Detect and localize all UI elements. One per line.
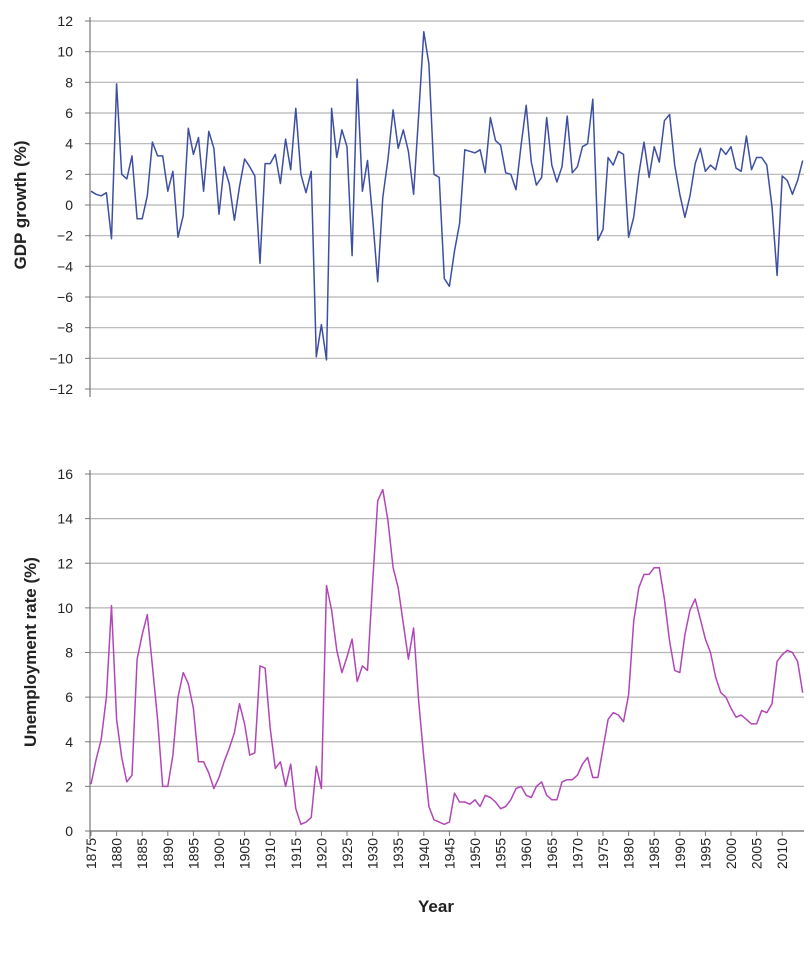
x-tick-label: 1950 [467, 838, 483, 869]
gdp-y-tick-label: −4 [57, 258, 73, 274]
gdp-y-tick-label: 4 [65, 136, 73, 152]
gdp-y-tick-label: −10 [49, 350, 73, 366]
gdp-y-tick-label: −2 [57, 228, 73, 244]
x-tick-label: 1915 [288, 838, 304, 869]
x-tick-label: 1970 [569, 838, 585, 869]
x-tick-label: 2005 [749, 838, 765, 869]
gdp-y-tick-label: −12 [49, 381, 73, 397]
x-axis-label: Year [418, 897, 454, 916]
gdp-y-tick-label: 10 [57, 44, 73, 60]
x-tick-label: 1885 [134, 838, 150, 869]
x-tick-label: 1900 [211, 838, 227, 869]
gdp-y-tick-labels: 12 10 8 6 4 2 0 −2 −4 −6 −8 −10 −12 [49, 13, 73, 397]
unemployment-y-tick-label: 2 [65, 778, 73, 794]
x-tick-label: 1905 [237, 838, 253, 869]
unemployment-y-tick-label: 14 [57, 511, 73, 527]
gdp-gridlines [85, 17, 804, 397]
x-tick-label: 1995 [697, 838, 713, 869]
gdp-y-tick-label: 8 [65, 74, 73, 90]
x-tick-label: 1985 [646, 838, 662, 869]
gdp-y-tick-label: 0 [65, 197, 73, 213]
unemployment-gridlines [85, 470, 804, 839]
x-tick-label: 1955 [493, 838, 509, 869]
unemployment-y-tick-labels: 16 14 12 10 8 6 4 2 0 [57, 466, 73, 839]
x-tick-label: 1960 [518, 838, 534, 869]
x-tick-label: 1945 [441, 838, 457, 869]
unemployment-y-tick-label: 0 [65, 823, 73, 839]
gdp-y-axis-label: GDP growth (%) [11, 140, 30, 269]
x-tick-label: 1980 [621, 838, 637, 869]
x-tick-label: 1890 [160, 838, 176, 869]
gdp-y-tick-label: −8 [57, 320, 73, 336]
unemployment-y-tick-label: 4 [65, 734, 73, 750]
gdp-series [90, 30, 804, 361]
gdp-line [90, 30, 804, 361]
x-tick-label: 1990 [672, 838, 688, 869]
x-tick-label: 1910 [262, 838, 278, 869]
unemployment-y-tick-label: 6 [65, 689, 73, 705]
unemployment-y-axis-label: Unemployment rate (%) [21, 557, 40, 747]
x-tick-label: 1935 [390, 838, 406, 869]
unemployment-y-tick-label: 16 [57, 466, 73, 482]
x-tick-label: 1895 [185, 838, 201, 869]
unemployment-y-tick-label: 8 [65, 645, 73, 661]
x-tick-label: 1875 [83, 838, 99, 869]
x-tick-label: 1940 [416, 838, 432, 869]
unemployment-series [90, 488, 804, 826]
x-tick-label: 1880 [109, 838, 125, 869]
x-tick-label: 1965 [544, 838, 560, 869]
x-tick-label: 1975 [595, 838, 611, 869]
unemployment-y-tick-label: 10 [57, 600, 73, 616]
gdp-y-tick-label: 2 [65, 166, 73, 182]
x-tick-label: 1925 [339, 838, 355, 869]
unemployment-line [90, 488, 804, 826]
x-tick-label: 1930 [365, 838, 381, 869]
x-tick-label: 2010 [774, 838, 790, 869]
unemployment-y-tick-label: 12 [57, 555, 73, 571]
x-tick-labels: 1875 1880 1885 1890 1895 1900 1905 1910 1915 1920… [83, 830, 804, 869]
gdp-y-tick-label: 12 [57, 13, 73, 29]
x-tick-label: 2000 [723, 838, 739, 869]
gdp-y-tick-label: −6 [57, 289, 73, 305]
x-tick-label: 1920 [313, 838, 329, 869]
gdp-y-tick-label: 6 [65, 105, 73, 121]
